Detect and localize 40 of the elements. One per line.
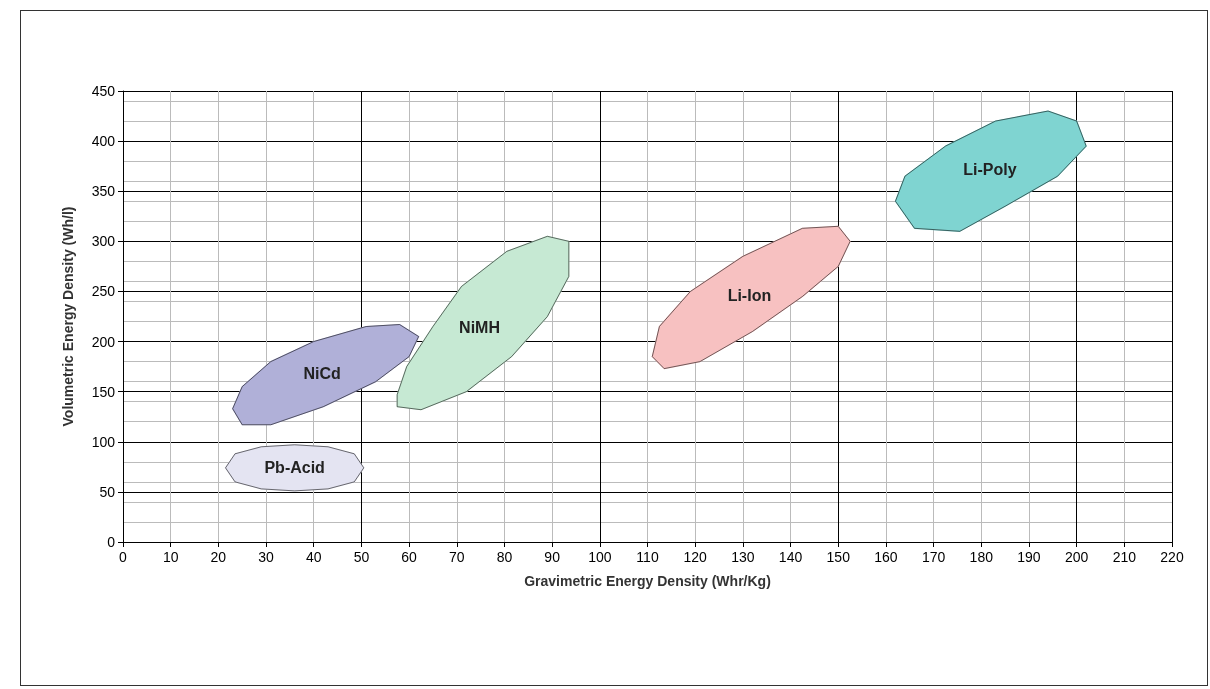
y-tick-label: 100 [91,433,116,450]
x-tick-label: 40 [305,549,322,565]
x-tick-label: 10 [162,549,179,565]
x-tick-label: 20 [210,549,227,565]
y-tick-label: 400 [91,133,116,150]
series-label: Li-Ion [727,287,772,305]
y-tick-label: 450 [91,83,116,99]
x-tick-label: 190 [1017,549,1041,565]
x-tick-label: 210 [1112,549,1137,565]
x-axis-title: Gravimetric Energy Density (Whr/Kg) [524,573,771,589]
y-tick-label: 250 [91,283,116,300]
x-tick-label: 220 [1160,549,1184,565]
x-tick-label: 60 [401,549,418,565]
x-tick-label: 110 [636,549,659,565]
x-tick-label: 150 [826,549,851,565]
x-tick-label: 70 [448,549,465,565]
x-tick-label: 160 [874,549,898,565]
x-tick-label: 180 [969,549,994,565]
y-tick-label: 50 [99,483,116,500]
y-tick-label: 350 [91,183,116,200]
x-tick-label: 90 [544,549,561,565]
series-label: NiMH [459,319,500,337]
x-tick-label: 100 [588,549,612,565]
x-tick-label: 120 [683,549,708,565]
y-tick-label: 200 [91,333,116,350]
x-tick-label: 30 [258,549,275,565]
series-label: Li-Poly [963,161,1017,179]
x-tick-label: 170 [921,549,946,565]
x-tick-label: 0 [119,549,128,565]
series-label: NiCd [303,364,341,382]
y-axis-title: Volumetric Energy Density (Wh/l) [60,206,76,427]
x-tick-label: 200 [1064,549,1089,565]
x-tick-label: 80 [496,549,513,565]
x-tick-label: 50 [353,549,370,565]
series-label: Pb-Acid [264,459,325,477]
x-tick-label: 130 [731,549,755,565]
y-tick-label: 0 [107,534,116,550]
y-tick-label: 300 [91,233,116,250]
x-tick-label: 140 [778,549,803,565]
y-tick-label: 150 [91,383,116,400]
